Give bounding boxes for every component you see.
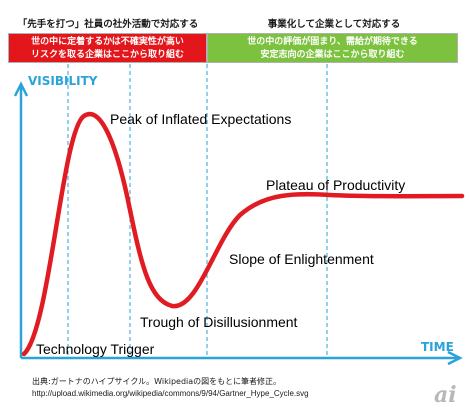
slope-label: Slope of Enlightenment [229,251,374,267]
stable-band-line-1: 世の中の評価が固まり、需給が期待できる [247,37,418,47]
source-url: http://upload.wikimedia.org/wikipedia/co… [32,389,309,398]
risk-band: 世の中に定着するかは不確実性が高い リスクを取る企業はここから取り組む [8,33,207,63]
risk-band-line-1: 世の中に定着するかは不確実性が高い [31,37,184,47]
phase-dividers [67,64,328,356]
hype-curve [21,111,465,357]
trigger-label: Technology Trigger [36,341,155,357]
stable-band: 世の中の評価が固まり、需給が期待できる 安定志向の企業はここから取り組む [207,33,458,63]
stable-band-line-2: 安定志向の企業はここから取り組む [260,50,405,60]
site-logo: ai [434,382,457,408]
x-axis-label: TIME [421,340,454,354]
axes [13,81,463,366]
source-note: 出典:ガートナのハイプサイクル。Wikipediaの図をもとに筆者修正。 [32,377,281,386]
peak-label: Peak of Inflated Expectations [110,111,291,127]
y-axis-label: VISIBILITY [28,74,98,88]
trough-label: Trough of Disillusionment [140,314,298,330]
risk-band-line-2: リスクを取る企業はここから取り組む [30,50,184,60]
header-right: 事業化して企業として対応する [267,19,401,30]
y-axis-arrow [13,81,29,97]
header-left: 「先手を打つ」社員の社外活動で対応する [17,19,199,30]
plateau-label: Plateau of Productivity [266,177,405,193]
x-axis-arrow [447,350,463,366]
